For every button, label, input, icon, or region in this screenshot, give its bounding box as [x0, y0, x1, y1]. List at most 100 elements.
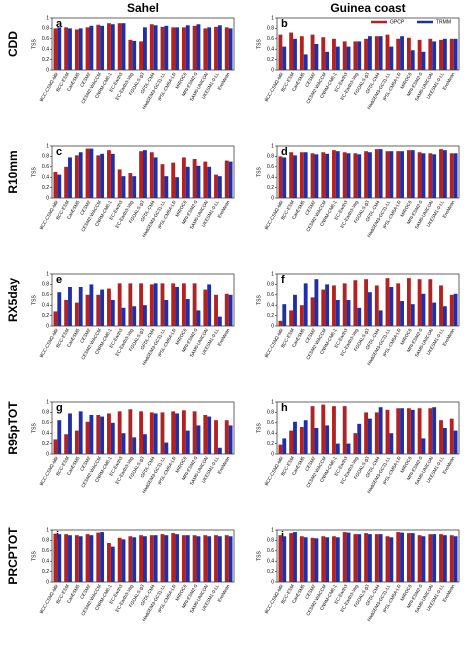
bar: [89, 148, 94, 198]
bar: [107, 543, 111, 582]
bar: [353, 433, 358, 454]
bar: [85, 421, 90, 454]
bar: [192, 25, 197, 70]
bar: [53, 28, 58, 70]
bar: [400, 408, 404, 454]
bar: [132, 306, 137, 326]
bar: [421, 293, 426, 326]
bar: [417, 39, 422, 70]
bar: [196, 310, 201, 326]
y-tick-label: 0.8: [267, 154, 274, 160]
panel-letter: f: [281, 274, 285, 286]
bar: [100, 153, 105, 198]
y-tick-label: 0.2: [267, 569, 274, 575]
bar: [310, 297, 315, 326]
bar: [442, 150, 447, 198]
bar: [335, 300, 340, 326]
y-tick-label: 0.6: [42, 164, 49, 170]
bar: [196, 24, 201, 71]
bar: [207, 416, 212, 454]
bar: [139, 535, 143, 582]
y-tick-label: 0.6: [267, 548, 274, 554]
y-tick-label: 1: [271, 527, 274, 533]
bar: [389, 287, 394, 326]
bar: [100, 532, 105, 582]
bar: [400, 36, 404, 70]
bar: [96, 155, 101, 198]
bar: [421, 51, 426, 70]
bar: [175, 27, 179, 70]
bar: [406, 37, 411, 70]
bar: [374, 285, 379, 326]
bar: [346, 153, 351, 198]
bar: [335, 537, 340, 582]
bar: [389, 537, 394, 582]
bar: [85, 27, 90, 70]
bar: [357, 154, 362, 198]
bar: [364, 279, 368, 326]
bar: [207, 536, 212, 582]
bar: [89, 284, 94, 326]
bar: [353, 153, 358, 198]
bar: [217, 447, 222, 454]
bar: [53, 311, 58, 326]
bar: [153, 535, 158, 582]
y-tick-label: 0.8: [267, 410, 274, 416]
bar: [342, 532, 347, 582]
bar: [439, 534, 443, 582]
bar: [228, 28, 233, 70]
bar: [100, 289, 105, 326]
y-tick-label: 0.4: [267, 431, 274, 437]
bar: [149, 24, 154, 71]
bar: [96, 294, 101, 326]
bar: [342, 406, 347, 454]
bar: [207, 27, 212, 70]
bar: [64, 434, 69, 454]
bar: [74, 29, 79, 70]
bar: [410, 150, 415, 198]
bar: [378, 407, 383, 454]
bar: [439, 420, 443, 454]
y-tick-label: 0.8: [42, 538, 49, 544]
y-tick-label: 1: [46, 15, 49, 21]
y-axis-label: TSS: [31, 550, 37, 560]
legend-label: TRMM: [436, 19, 451, 25]
panel-letter: d: [281, 146, 288, 158]
bar: [117, 537, 122, 582]
bar: [406, 150, 411, 198]
bar: [128, 39, 133, 70]
bar: [385, 151, 390, 198]
y-axis-label: TSS: [256, 294, 262, 304]
bar: [289, 32, 294, 70]
bar: [417, 535, 422, 582]
bar: [181, 157, 186, 198]
bar: [100, 416, 105, 454]
column-title: Guinea coast: [330, 1, 405, 15]
bar: [378, 149, 383, 198]
bar: [89, 535, 94, 582]
bar: [278, 444, 283, 454]
bar: [214, 26, 218, 70]
y-tick-label: 0.6: [267, 164, 274, 170]
bar: [346, 443, 351, 454]
bar: [421, 153, 426, 198]
bar: [100, 25, 105, 70]
bar: [368, 152, 372, 198]
y-tick-label: 0.2: [267, 57, 274, 63]
bar: [357, 41, 362, 70]
bar: [117, 283, 122, 326]
bar: [357, 534, 362, 582]
bar: [428, 534, 433, 582]
y-tick-label: 0.8: [267, 538, 274, 544]
bar: [192, 159, 197, 198]
bar: [64, 534, 69, 582]
bar: [332, 285, 336, 326]
bar: [153, 25, 158, 71]
bar: [289, 310, 294, 326]
bar: [175, 287, 179, 326]
bar: [228, 294, 233, 326]
row-label: PRCPTOT: [6, 527, 20, 585]
bar: [192, 535, 197, 582]
bar: [332, 406, 336, 454]
y-tick-label: 0.8: [267, 26, 274, 32]
